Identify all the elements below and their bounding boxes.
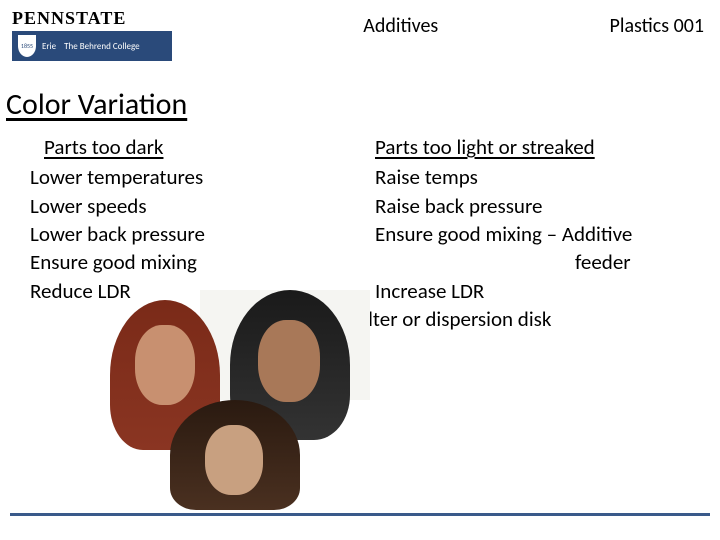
avatar-face-icon <box>258 320 320 402</box>
logo-campus-behrend: The Behrend College <box>64 41 140 52</box>
logo-campus-erie: Erie <box>42 41 56 52</box>
right-column-heading: Parts too light or streaked <box>375 133 710 161</box>
section-title: Color Variation <box>0 68 720 125</box>
list-item-continuation: feeder <box>375 248 710 276</box>
avatar-face-icon <box>205 425 263 495</box>
avatar-face-icon <box>135 325 195 405</box>
list-item: Ensure good mixing – Additive <box>375 220 710 248</box>
list-item: Ensure good mixing <box>30 248 365 276</box>
list-item: filter or dispersion disk <box>357 305 710 333</box>
slide-header: PENNSTATE 1855 Erie The Behrend College … <box>0 0 720 68</box>
list-item: Increase LDR <box>375 277 710 305</box>
shield-icon: 1855 <box>18 35 36 57</box>
footer-divider <box>10 513 710 516</box>
list-item: Lower back pressure <box>30 220 365 248</box>
right-column: Parts too light or streaked Raise temps … <box>375 133 710 333</box>
logo-campus-bar: 1855 Erie The Behrend College <box>12 31 172 61</box>
pennstate-logo: PENNSTATE 1855 Erie The Behrend College <box>12 8 192 64</box>
header-right-title: Plastics 001 <box>610 8 708 38</box>
header-center-title: Additives <box>192 8 610 38</box>
list-item: Raise temps <box>375 163 710 191</box>
list-item: Lower temperatures <box>30 163 365 191</box>
list-item: Raise back pressure <box>375 192 710 220</box>
logo-university: PENNSTATE <box>12 8 192 29</box>
left-column-heading: Parts too dark <box>30 133 365 161</box>
decorative-image <box>110 290 360 505</box>
logo-campus: Erie The Behrend College <box>42 41 140 52</box>
list-item: Lower speeds <box>30 192 365 220</box>
